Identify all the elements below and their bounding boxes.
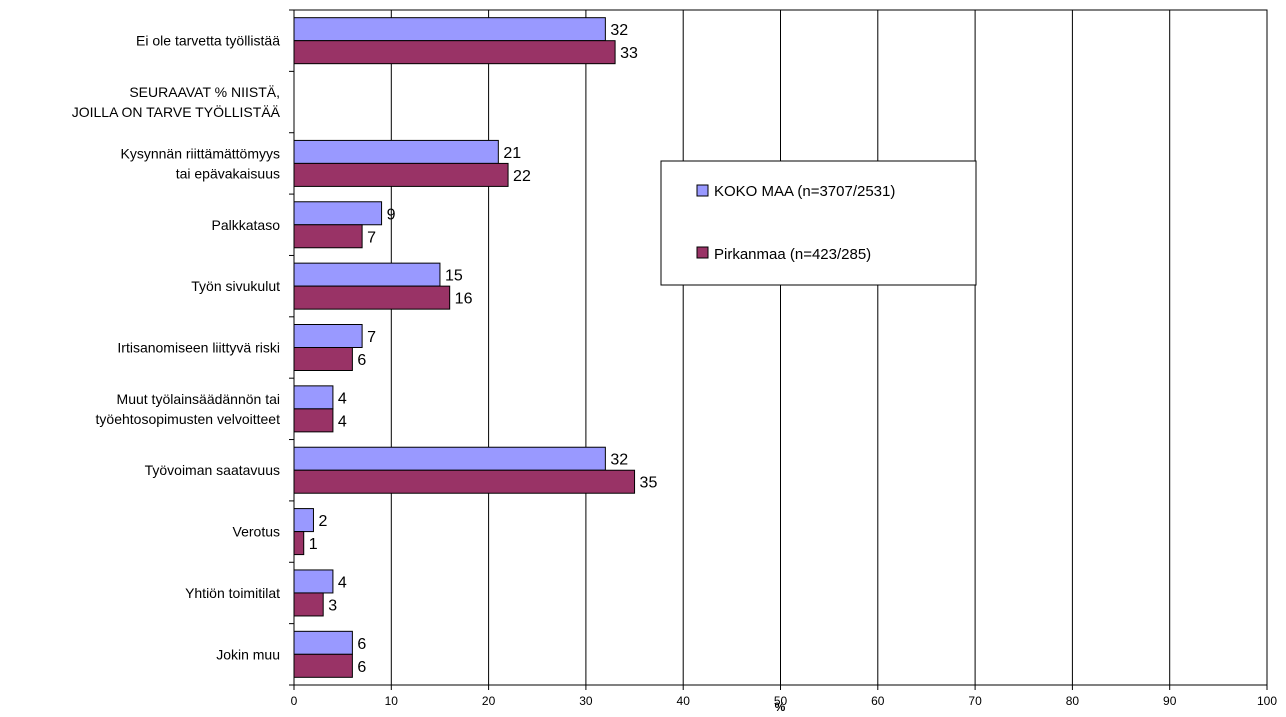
data-label: 15 (445, 268, 463, 285)
legend-swatch-pirkanmaa (696, 246, 709, 259)
data-label: 7 (367, 229, 376, 246)
bar-pirkanmaa (293, 40, 616, 65)
bar-pirkanmaa (293, 592, 324, 617)
category-label: JOILLA ON TARVE TYÖLLISTÄÄ (72, 103, 281, 120)
category-label: Palkkataso (212, 217, 281, 233)
bar-koko-maa (293, 446, 606, 471)
bar-koko-maa (293, 508, 314, 533)
data-label: 33 (620, 45, 638, 62)
bar-koko-maa (293, 262, 441, 287)
data-label: 4 (338, 574, 347, 591)
category-label: Verotus (233, 524, 280, 540)
data-label: 6 (357, 636, 366, 653)
data-label: 9 (387, 206, 396, 223)
legend-label-koko-maa: KOKO MAA (n=3707/2531) (714, 183, 895, 200)
bar-koko-maa (293, 139, 499, 164)
bar-pirkanmaa (293, 653, 353, 678)
gridlines (390, 10, 1171, 685)
data-label: 6 (357, 352, 366, 369)
x-tick-label: 70 (968, 694, 982, 708)
data-label: 7 (367, 329, 376, 346)
data-label: 32 (610, 22, 628, 39)
bar-pirkanmaa (293, 531, 305, 556)
bar-pirkanmaa (293, 347, 353, 371)
data-label: 22 (513, 168, 531, 185)
x-tick-label: 20 (482, 694, 496, 708)
data-label: 6 (357, 659, 366, 676)
category-label: Jokin muu (216, 646, 280, 662)
category-label: Ei ole tarvetta työllistää (136, 33, 280, 49)
data-label: 4 (338, 413, 347, 430)
bar-koko-maa (293, 630, 353, 655)
x-tick-label: 90 (1163, 694, 1177, 708)
legend-label-pirkanmaa: Pirkanmaa (n=423/285) (714, 246, 871, 263)
data-label: 16 (455, 291, 473, 308)
data-label: 3 (328, 597, 337, 614)
category-label: Yhtiön toimitilat (185, 585, 280, 601)
data-label: 35 (640, 475, 658, 492)
x-tick-label: 60 (871, 694, 885, 708)
data-label: 4 (338, 390, 347, 407)
category-labels: Ei ole tarvetta työllistää SEURAAVAT % NI… (72, 33, 281, 663)
bar-pirkanmaa (293, 162, 509, 187)
category-label: tai epävakaisuus (176, 165, 280, 181)
category-label: Kysynnän riittämättömyys (121, 145, 281, 161)
bar-pirkanmaa (293, 285, 451, 310)
data-label: 2 (318, 513, 327, 530)
x-tick-label: 100 (1257, 694, 1277, 708)
legend: KOKO MAA (n=3707/2531) Pirkanmaa (n=423/… (660, 160, 977, 286)
x-tick-label: 30 (579, 694, 593, 708)
x-tick-label: 40 (677, 694, 691, 708)
bar-koko-maa (293, 385, 334, 410)
x-tick-label: 0 (291, 694, 298, 708)
bars (293, 17, 636, 678)
bar-koko-maa (293, 324, 363, 348)
legend-swatch-koko-maa (696, 184, 709, 197)
category-label: SEURAAVAT % NIISTÄ, (129, 84, 280, 100)
data-label: 32 (610, 452, 628, 469)
bar-koko-maa (293, 17, 606, 42)
bar-koko-maa (293, 569, 334, 594)
category-label: Muut työlainsäädännön tai (117, 391, 280, 407)
category-label: Irtisanomiseen liittyvä riski (117, 340, 280, 356)
category-label: Työvoiman saatavuus (145, 462, 280, 478)
x-tick-label: 10 (385, 694, 399, 708)
category-label: työehtosopimusten velvoitteet (96, 411, 281, 427)
bar-koko-maa (293, 201, 383, 226)
x-tick-label: 50 (774, 694, 788, 708)
x-tick-label: 80 (1066, 694, 1080, 708)
bar-pirkanmaa (293, 224, 363, 249)
category-label: Työn sivukulut (191, 278, 280, 294)
x-axis-ticks: 0 10 20 30 40 50 60 70 80 90 100 (289, 9, 1277, 708)
legend-box (660, 160, 977, 286)
x-axis-title: % (775, 700, 786, 714)
data-label: 21 (503, 145, 521, 162)
bar-pirkanmaa (293, 469, 636, 494)
bar-pirkanmaa (293, 408, 334, 433)
data-label: 1 (309, 536, 318, 553)
